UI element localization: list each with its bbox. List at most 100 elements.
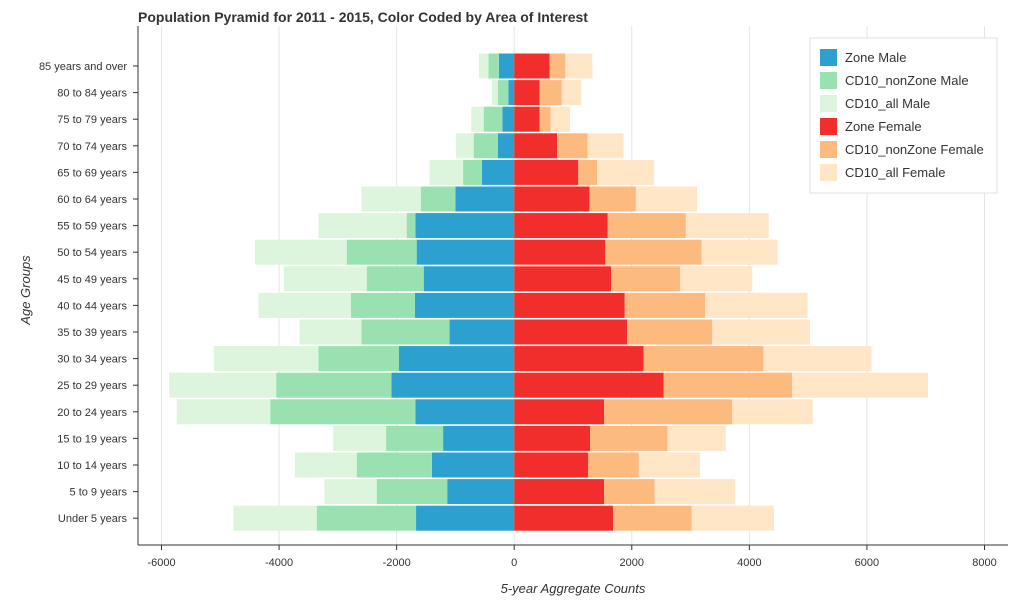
y-tick-label: 20 to 24 years [57, 407, 127, 419]
bar-zone-male [391, 372, 515, 398]
bar-cd10-nonzone-male [463, 159, 482, 185]
bar-cd10-nonzone-male [318, 346, 399, 372]
bar-cd10-all-male [478, 53, 489, 79]
bar-zone-female [514, 186, 590, 212]
y-tick-label: 80 to 84 years [57, 88, 127, 100]
bar-zone-female [514, 213, 608, 239]
x-tick-label: 2000 [620, 557, 644, 569]
bar-cd10-all-female [667, 425, 726, 451]
bar-zone-male [431, 452, 515, 478]
bar-cd10-nonzone-female [589, 186, 636, 212]
bar-cd10-all-male [176, 399, 271, 425]
bar-cd10-nonzone-male [376, 479, 448, 505]
bar-cd10-all-male [324, 479, 377, 505]
y-tick-label: 15 to 19 years [57, 433, 127, 445]
bar-cd10-all-female [712, 319, 810, 345]
bar-cd10-all-female [550, 106, 571, 132]
bar-cd10-nonzone-female [605, 239, 702, 265]
bar-cd10-nonzone-male [483, 106, 503, 132]
bar-cd10-all-male [258, 292, 351, 318]
bar-cd10-nonzone-female [588, 452, 639, 478]
y-tick-label: 65 to 69 years [57, 167, 127, 179]
bar-zone-male [502, 106, 515, 132]
bar-zone-male [416, 505, 515, 531]
bar-cd10-nonzone-female [604, 399, 733, 425]
bar-cd10-nonzone-male [361, 319, 450, 345]
y-tick-label: 70 to 74 years [57, 141, 127, 153]
bar-cd10-all-female [565, 53, 593, 79]
bar-cd10-all-female [691, 505, 775, 531]
bar-zone-female [514, 133, 558, 159]
bar-zone-male [455, 186, 515, 212]
legend-box [809, 37, 998, 194]
y-tick-label: 25 to 29 years [57, 380, 127, 392]
bar-cd10-nonzone-male [346, 239, 417, 265]
bar-cd10-all-male [299, 319, 362, 345]
bar-cd10-all-male [429, 159, 464, 185]
bar-zone-male [443, 425, 515, 451]
x-tick-label: 0 [511, 557, 517, 569]
bar-cd10-all-male [233, 505, 317, 531]
bar-cd10-nonzone-male [497, 80, 509, 106]
legend-swatch [820, 141, 837, 158]
x-tick-label: 4000 [737, 557, 761, 569]
bar-cd10-all-female [597, 159, 655, 185]
bar-cd10-nonzone-female [624, 292, 706, 318]
bar-zone-female [514, 479, 605, 505]
bar-cd10-all-male [254, 239, 347, 265]
legend-swatch [820, 118, 837, 135]
bar-cd10-nonzone-female [663, 372, 793, 398]
bar-cd10-nonzone-female [549, 53, 566, 79]
y-tick-label: 75 to 79 years [57, 114, 127, 126]
bar-cd10-all-male [471, 106, 484, 132]
legend: Zone Male CD10_nonZone Male CD10_all Male Z… [809, 37, 998, 194]
bar-zone-female [514, 159, 579, 185]
bar-zone-female [514, 106, 540, 132]
bar-zone-male [447, 479, 515, 505]
bar-cd10-all-female [732, 399, 813, 425]
legend-swatch [820, 49, 837, 66]
bar-cd10-all-male [318, 213, 407, 239]
bar-cd10-all-male [169, 372, 277, 398]
legend-label: CD10_nonZone Female [845, 142, 984, 157]
bar-cd10-nonzone-female [612, 505, 692, 531]
legend-swatch [820, 72, 837, 89]
bar-cd10-all-female [679, 266, 753, 292]
y-tick-label: 30 to 34 years [57, 354, 127, 366]
bar-cd10-nonzone-female [539, 80, 562, 106]
y-tick-label: 85 years and over [39, 61, 127, 73]
bar-cd10-all-female [587, 133, 624, 159]
bar-cd10-all-male [491, 80, 498, 106]
bar-zone-female [514, 319, 628, 345]
bar-cd10-all-male [213, 346, 319, 372]
bar-zone-female [514, 80, 540, 106]
bar-zone-male [415, 399, 515, 425]
bar-cd10-nonzone-female [604, 479, 655, 505]
bar-zone-female [514, 292, 625, 318]
bar-cd10-all-male [294, 452, 357, 478]
bar-zone-male [423, 266, 515, 292]
bar-cd10-nonzone-female [539, 106, 551, 132]
bar-cd10-all-male [456, 133, 474, 159]
bar-cd10-nonzone-female [643, 346, 764, 372]
bars [169, 53, 929, 531]
bar-zone-male [449, 319, 515, 345]
axes: -6000 -4000 -2000 0 2000 4000 6000 8000 85 years… [39, 26, 1008, 569]
bar-cd10-nonzone-male [386, 425, 444, 451]
bar-cd10-all-female [685, 213, 769, 239]
bar-cd10-nonzone-male [473, 133, 498, 159]
bar-cd10-all-male [361, 186, 421, 212]
y-axis-label: Age Groups [18, 255, 33, 326]
legend-label: Zone Male [845, 50, 906, 65]
legend-label: CD10_all Male [845, 96, 930, 111]
bar-zone-male [399, 346, 515, 372]
legend-label: CD10_all Female [845, 165, 945, 180]
bar-cd10-all-male [283, 266, 367, 292]
y-tick-label: Under 5 years [58, 513, 128, 525]
bar-cd10-nonzone-male [350, 292, 415, 318]
x-tick-label: 6000 [855, 557, 879, 569]
y-tick-label: 5 to 9 years [70, 487, 128, 499]
bar-zone-female [514, 346, 644, 372]
bar-zone-female [514, 239, 606, 265]
